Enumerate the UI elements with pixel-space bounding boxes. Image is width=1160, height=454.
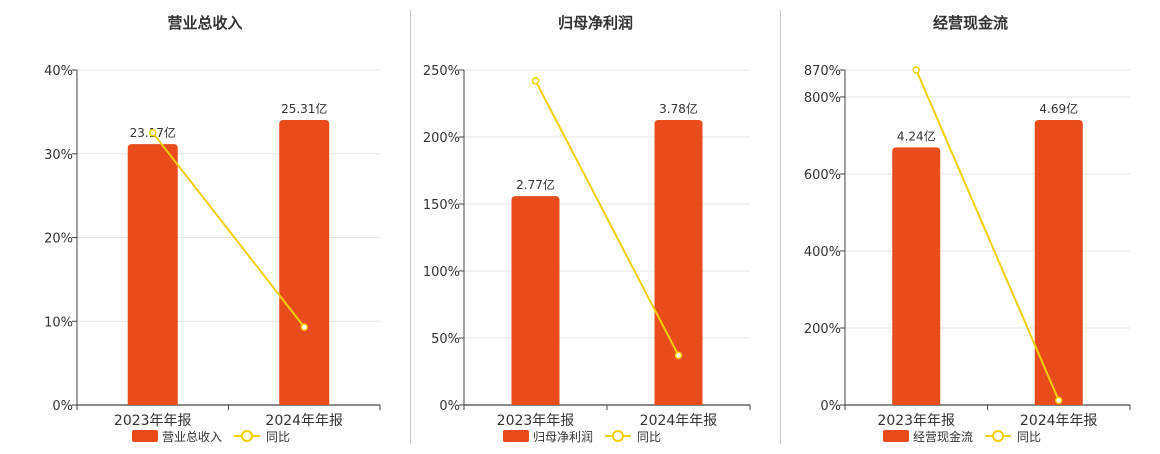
y-tick-label: 100%: [423, 265, 460, 280]
y-tick-label: 250%: [423, 64, 460, 79]
chart-panel-cash-flow: 经营现金流 0% 200% 400% 600% 800% 870% 2023年年报 2024年…: [781, 0, 1160, 450]
panel-divider: [410, 10, 411, 444]
bar: [127, 144, 178, 405]
chart-panel-revenue: 营业总收入 0%10%20%30%40%2023年年报2024年年报23.17亿…: [0, 0, 410, 450]
y-tick-label: 40%: [44, 64, 73, 79]
legend-label: 同比: [1017, 430, 1041, 444]
bar: [511, 196, 560, 405]
chart-net-profit: 0% 50% 100% 150% 200% 250% 2023年年报 2024年年报 2.77亿…: [423, 64, 751, 444]
legend-label: 同比: [637, 430, 661, 444]
panel-divider: [780, 10, 781, 444]
line-point: [531, 76, 540, 85]
y-tick-label: 0%: [439, 399, 460, 414]
legend-label: 同比: [266, 430, 290, 444]
y-tick-label: 50%: [431, 332, 460, 347]
line-point: [300, 323, 308, 331]
line-point: [674, 351, 683, 360]
y-tick-label: 0%: [52, 399, 73, 414]
line-point: [912, 66, 920, 74]
x-tick-label: 2023年年报: [497, 413, 575, 429]
y-tick-label: 600%: [804, 168, 841, 183]
series-line-yoy: [915, 69, 1060, 401]
y-tick-label: 10%: [44, 315, 73, 330]
data-label: 4.69亿: [1039, 101, 1078, 116]
x-tick-label: 2023年年报: [877, 413, 955, 429]
y-tick-label: 200%: [804, 322, 841, 337]
y-tick-label: 200%: [423, 131, 460, 146]
y-tick-label: 30%: [44, 148, 73, 163]
y-tick-label: 400%: [804, 245, 841, 260]
chart-cash-flow: 0% 200% 400% 600% 800% 870% 2023年年报 2024年年报 4.24…: [804, 64, 1131, 444]
y-tick-label: 150%: [423, 198, 460, 213]
chart-title: 经营现金流: [932, 14, 1008, 32]
y-tick-label: 870%: [804, 64, 841, 79]
legend-swatch-bar: [503, 430, 529, 442]
y-tick-label: 0%: [820, 399, 841, 414]
legend-swatch-marker: [241, 430, 253, 442]
bar: [279, 120, 330, 405]
chart-panel-net-profit: 归母净利润 0% 50% 100% 150% 200% 250% 2023年年报 2024年年…: [411, 0, 780, 450]
legend-label: 经营现金流: [913, 429, 973, 444]
chart-revenue: 0%10%20%30%40%2023年年报2024年年报23.17亿25.31亿…: [44, 64, 381, 444]
x-tick-label: 2024年年报: [640, 413, 718, 429]
data-label: 3.78亿: [659, 101, 698, 116]
data-label: 2.77亿: [516, 177, 555, 192]
x-tick-label: 2023年年报: [114, 413, 192, 429]
bar: [892, 147, 941, 406]
line-point: [1055, 396, 1063, 405]
series-line-yoy: [534, 80, 680, 356]
bar: [1034, 120, 1083, 405]
legend-label: 营业总收入: [162, 430, 222, 444]
legend-swatch-marker: [992, 430, 1004, 442]
chart-title: 营业总收入: [167, 14, 243, 32]
data-label: 25.31亿: [281, 101, 327, 116]
line-point: [149, 129, 157, 137]
legend-label: 归母净利润: [533, 430, 593, 444]
y-tick-label: 800%: [804, 91, 841, 106]
legend-swatch-bar: [883, 430, 909, 442]
x-tick-label: 2024年年报: [1020, 413, 1098, 429]
legend-swatch-bar: [132, 430, 158, 442]
legend-swatch-marker: [612, 430, 624, 442]
series-line-yoy: [151, 132, 306, 328]
chart-title: 归母净利润: [557, 14, 633, 32]
y-tick-label: 20%: [44, 232, 73, 247]
bar: [654, 120, 703, 405]
x-tick-label: 2024年年报: [265, 413, 343, 429]
data-label: 4.24亿: [897, 128, 936, 143]
